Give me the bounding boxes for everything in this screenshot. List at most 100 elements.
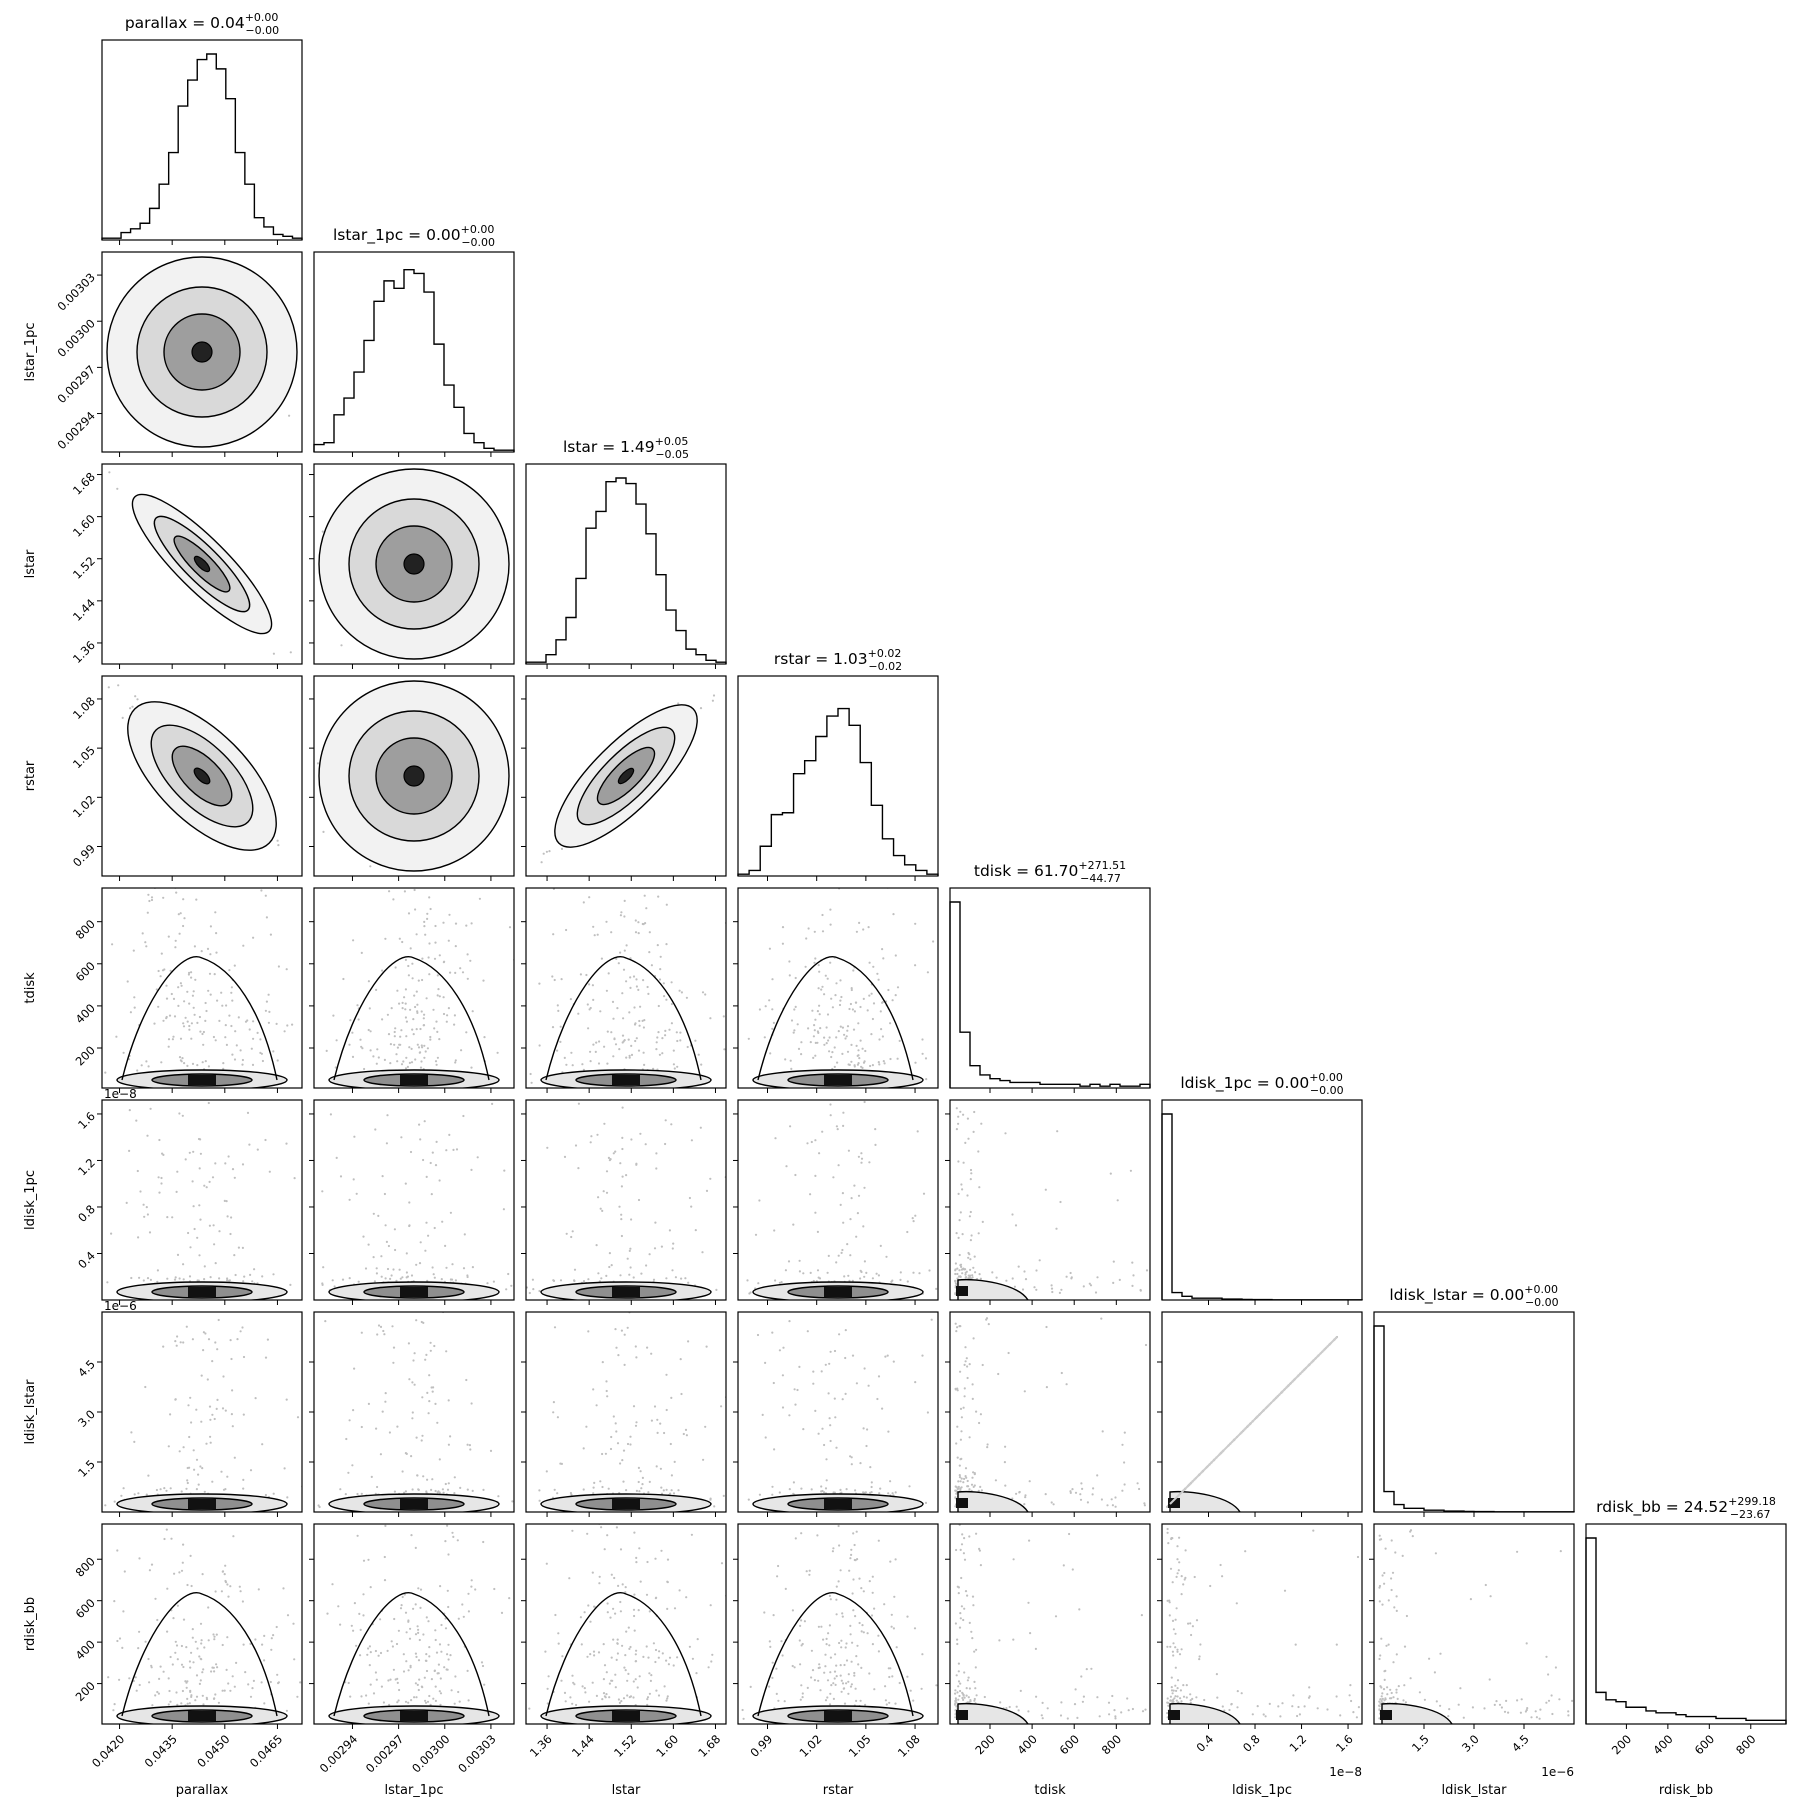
sample-point: [957, 1122, 960, 1125]
sample-point: [679, 1031, 682, 1034]
sample-point: [598, 1040, 601, 1043]
sample-point: [829, 923, 832, 926]
sample-point: [659, 968, 662, 971]
sample-point: [357, 1018, 360, 1021]
sample-point: [523, 924, 525, 926]
sample-point: [812, 1035, 816, 1038]
panel-ldisk_lstar-vs-lstar_1pc: [317, 1312, 524, 1512]
sample-point: [167, 1038, 171, 1041]
sample-point: [924, 1057, 928, 1060]
sample-point: [679, 1358, 682, 1361]
sample-point: [1017, 1265, 1020, 1268]
sample-point: [713, 979, 715, 981]
sample-point: [380, 1255, 383, 1258]
sample-point: [824, 1363, 827, 1366]
sample-point: [304, 1213, 306, 1215]
sample-point: [293, 770, 295, 772]
sample-point: [398, 1043, 401, 1046]
sample-point: [656, 1036, 659, 1039]
sample-point: [133, 1440, 136, 1443]
sample-point: [800, 1487, 803, 1490]
sample-point: [788, 843, 790, 845]
sample-point: [559, 1025, 562, 1028]
sample-point: [225, 1004, 228, 1007]
sample-point: [763, 1036, 766, 1039]
sample-point: [407, 974, 410, 977]
sample-point: [447, 939, 450, 942]
sample-point: [222, 1488, 226, 1491]
sample-point: [869, 1064, 872, 1068]
sample-point: [674, 1276, 678, 1279]
sample-point: [768, 999, 771, 1002]
sample-point: [884, 1355, 887, 1358]
sample-point: [442, 1012, 446, 1016]
sample-point: [430, 1488, 433, 1491]
sample-point: [613, 1037, 616, 1040]
sample-point: [209, 1441, 212, 1444]
sample-point: [1004, 1484, 1007, 1487]
sample-point: [852, 867, 854, 869]
sample-point: [620, 1213, 623, 1216]
sample-point: [222, 1062, 225, 1065]
sample-point: [416, 1003, 419, 1006]
sample-point: [809, 1041, 812, 1044]
sample-point: [877, 1061, 880, 1064]
sample-point: [634, 1424, 638, 1427]
sample-point: [906, 1280, 909, 1283]
sample-point: [773, 1229, 776, 1232]
sample-point: [845, 1035, 848, 1038]
sample-point: [672, 1063, 676, 1066]
sample-point: [827, 1039, 830, 1042]
sample-point: [507, 1272, 510, 1276]
sample-point: [931, 825, 933, 827]
sample-point: [1004, 1445, 1007, 1448]
sample-point: [650, 1419, 654, 1422]
sample-point: [852, 1028, 856, 1031]
sample-point: [522, 1505, 524, 1507]
sample-point: [959, 1370, 962, 1373]
sample-point: [955, 1107, 958, 1110]
sample-point: [793, 1029, 796, 1032]
sample-point: [1044, 1493, 1047, 1496]
sample-point: [190, 865, 192, 867]
sample-point: [268, 1170, 271, 1173]
sample-point: [958, 1253, 961, 1257]
sample-point: [159, 1488, 162, 1491]
sample-point: [393, 1035, 396, 1038]
sample-point: [199, 1138, 202, 1141]
sample-point: [847, 1149, 851, 1152]
sample-point: [878, 1063, 881, 1066]
sample-point: [228, 969, 231, 972]
sample-point: [1092, 1487, 1095, 1490]
sample-point: [625, 1174, 628, 1177]
sample-point: [887, 1492, 890, 1495]
sample-point: [688, 1196, 692, 1200]
sample-point: [841, 1398, 844, 1401]
sample-point: [854, 1489, 857, 1492]
sample-point: [864, 1049, 867, 1053]
sample-point: [156, 1280, 159, 1283]
sample-point: [632, 975, 636, 978]
sample-point: [483, 1036, 486, 1039]
sample-point: [821, 1427, 824, 1430]
sample-point: [793, 1008, 796, 1011]
sample-point: [389, 1043, 392, 1046]
sample-point: [820, 1485, 823, 1488]
density-peak: [193, 555, 211, 573]
sample-point: [142, 1279, 145, 1282]
sample-point: [401, 1276, 404, 1279]
sample-point: [202, 1043, 205, 1046]
sample-point: [396, 1425, 399, 1428]
sample-point: [465, 1378, 468, 1382]
sample-point: [623, 1333, 626, 1336]
sample-point: [954, 1388, 957, 1391]
sample-point: [201, 1061, 204, 1064]
sample-point: [1021, 1288, 1025, 1291]
sample-point: [430, 1193, 433, 1196]
sample-point: [465, 924, 468, 927]
panel-frame: [101, 887, 303, 1089]
sample-point: [396, 1046, 399, 1049]
sample-point: [376, 1048, 379, 1051]
sample-point: [466, 977, 469, 980]
